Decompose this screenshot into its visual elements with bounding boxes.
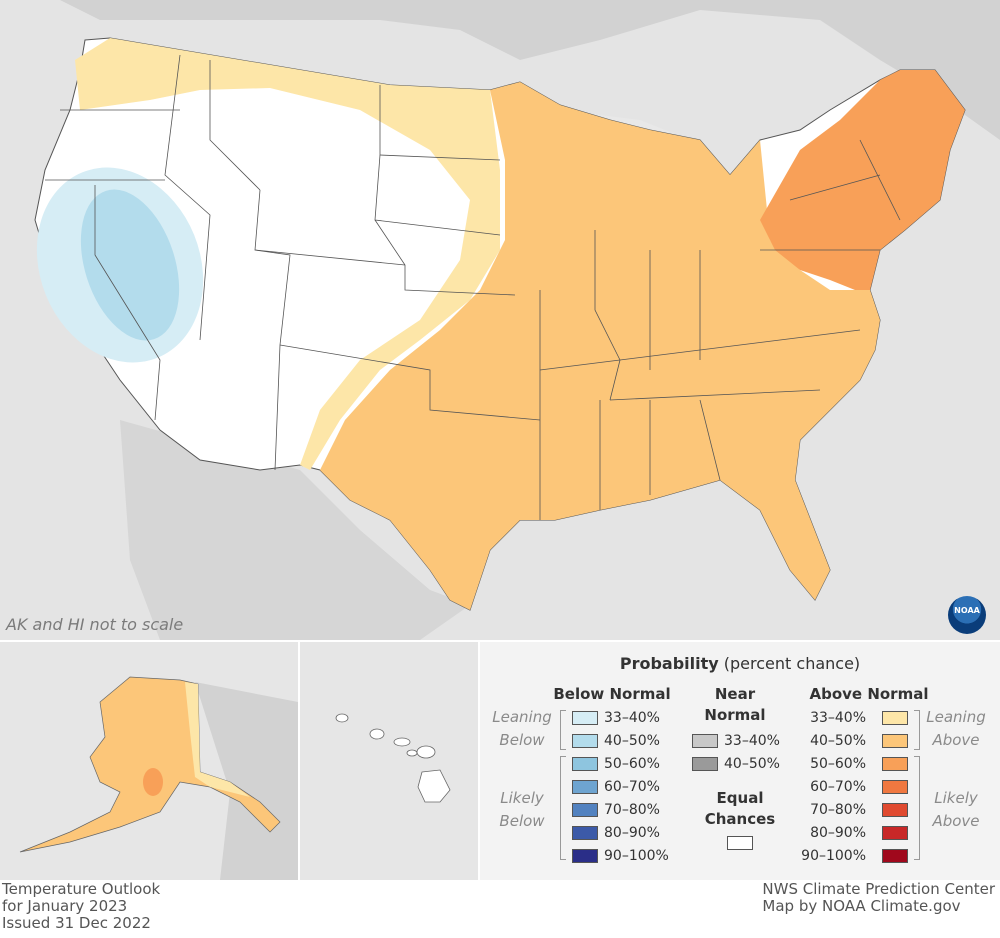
below-40-50-region [80, 189, 180, 341]
map-note: AK and HI not to scale [6, 615, 184, 634]
below-normal-label-4: 70–80% [604, 802, 660, 818]
above-normal-swatch-4 [882, 803, 908, 817]
footer-issued: Issued 31 Dec 2022 [2, 914, 151, 932]
above-normal-swatch-2 [882, 757, 908, 771]
leaning-below-label: Leaning Below [482, 706, 562, 752]
hawaii-inset [300, 642, 478, 880]
legend: Probability (percent chance) Below Norma… [480, 642, 1000, 880]
leaning-above-label: Leaning Above [916, 706, 996, 752]
likely-below-bracket [560, 756, 566, 860]
above-normal-swatch-0 [882, 711, 908, 725]
near-normal-label-0: 33–40% [724, 733, 780, 749]
equal-chances-swatch [727, 836, 753, 850]
likely-below-label: Likely Below [482, 787, 562, 833]
above-normal-label-5: 80–90% [810, 825, 866, 841]
likely-below-line2: Below [499, 812, 545, 830]
noaa-logo: NOAA [948, 596, 986, 634]
below-normal-label-3: 60–70% [604, 779, 660, 795]
below-normal-label-5: 80–90% [604, 825, 660, 841]
noaa-logo-text: NOAA [954, 606, 980, 615]
below-normal-swatch-4 [572, 803, 598, 817]
alaska-svg [0, 642, 298, 880]
leaning-below-line1: Leaning [492, 708, 552, 726]
canada-land [0, 0, 1000, 140]
footer-credit: Map by NOAA Climate.gov [762, 897, 961, 915]
below-normal-label-0: 33–40% [604, 710, 660, 726]
below-normal-swatch-3 [572, 780, 598, 794]
below-normal-swatch-5 [572, 826, 598, 840]
conus-map: AK and HI not to scale NOAA [0, 0, 1000, 640]
near-normal-swatch-0 [692, 734, 718, 748]
above-normal-label-3: 60–70% [810, 779, 866, 795]
above-normal-heading: Above Normal [809, 685, 929, 703]
likely-above-line1: Likely [934, 789, 978, 807]
below-normal-swatch-6 [572, 849, 598, 863]
above-normal-label-4: 70–80% [810, 802, 866, 818]
above-normal-swatch-1 [882, 734, 908, 748]
footer-source: NWS Climate Prediction Center [762, 880, 995, 898]
alaska-above-50-60 [143, 768, 163, 796]
above-normal-label-1: 40–50% [810, 733, 866, 749]
hawaii-svg [300, 642, 478, 880]
legend-title-rest: (percent chance) [723, 654, 861, 673]
footer-left: Temperature Outlook for January 2023 Iss… [2, 881, 160, 932]
likely-above-bracket [914, 756, 920, 860]
below-normal-label-2: 50–60% [604, 756, 660, 772]
near-normal-heading: Near Normal [680, 684, 790, 726]
equal-chances-line1: Equal [716, 789, 764, 807]
footer-right: NWS Climate Prediction Center Map by NOA… [762, 881, 995, 915]
equal-chances-line2: Chances [704, 810, 776, 828]
leaning-above-bracket [914, 710, 920, 750]
above-normal-label-6: 90–100% [801, 848, 866, 864]
above-normal-label-2: 50–60% [810, 756, 866, 772]
alaska-inset [0, 642, 298, 880]
footer-title: Temperature Outlook [2, 880, 161, 898]
above-normal-swatch-6 [882, 849, 908, 863]
leaning-below-line2: Below [499, 731, 545, 749]
equal-chances-heading: Equal Chances [680, 788, 800, 830]
likely-above-label: Likely Above [916, 787, 996, 833]
below-normal-label-6: 90–100% [604, 848, 669, 864]
below-normal-heading: Below Normal [553, 685, 671, 703]
above-normal-label-0: 33–40% [810, 710, 866, 726]
likely-above-line2: Above [932, 812, 980, 830]
above-normal-swatch-3 [882, 780, 908, 794]
alaska-leaning [185, 682, 250, 797]
mexico-land [120, 420, 470, 640]
below-normal-swatch-2 [572, 757, 598, 771]
near-normal-label-1: 40–50% [724, 756, 780, 772]
above-normal-swatch-5 [882, 826, 908, 840]
below-normal-swatch-1 [572, 734, 598, 748]
leaning-above-region [75, 38, 500, 470]
legend-title: Probability (percent chance) [480, 654, 1000, 673]
conus-map-svg [0, 0, 1000, 640]
below-normal-label-1: 40–50% [604, 733, 660, 749]
near-normal-line1: Near [714, 685, 756, 703]
likely-below-line1: Likely [500, 789, 544, 807]
legend-title-bold: Probability [619, 654, 719, 673]
above-40-50-region [320, 82, 880, 610]
near-normal-swatch-1 [692, 757, 718, 771]
hawaii-islands [335, 713, 451, 803]
leaning-below-bracket [560, 710, 566, 750]
leaning-above-line2: Above [932, 731, 980, 749]
footer-period: for January 2023 [2, 897, 128, 915]
near-normal-line2: Normal [704, 706, 766, 724]
state-boundaries [45, 54, 901, 520]
leaning-above-line1: Leaning [926, 708, 986, 726]
below-normal-swatch-0 [572, 711, 598, 725]
